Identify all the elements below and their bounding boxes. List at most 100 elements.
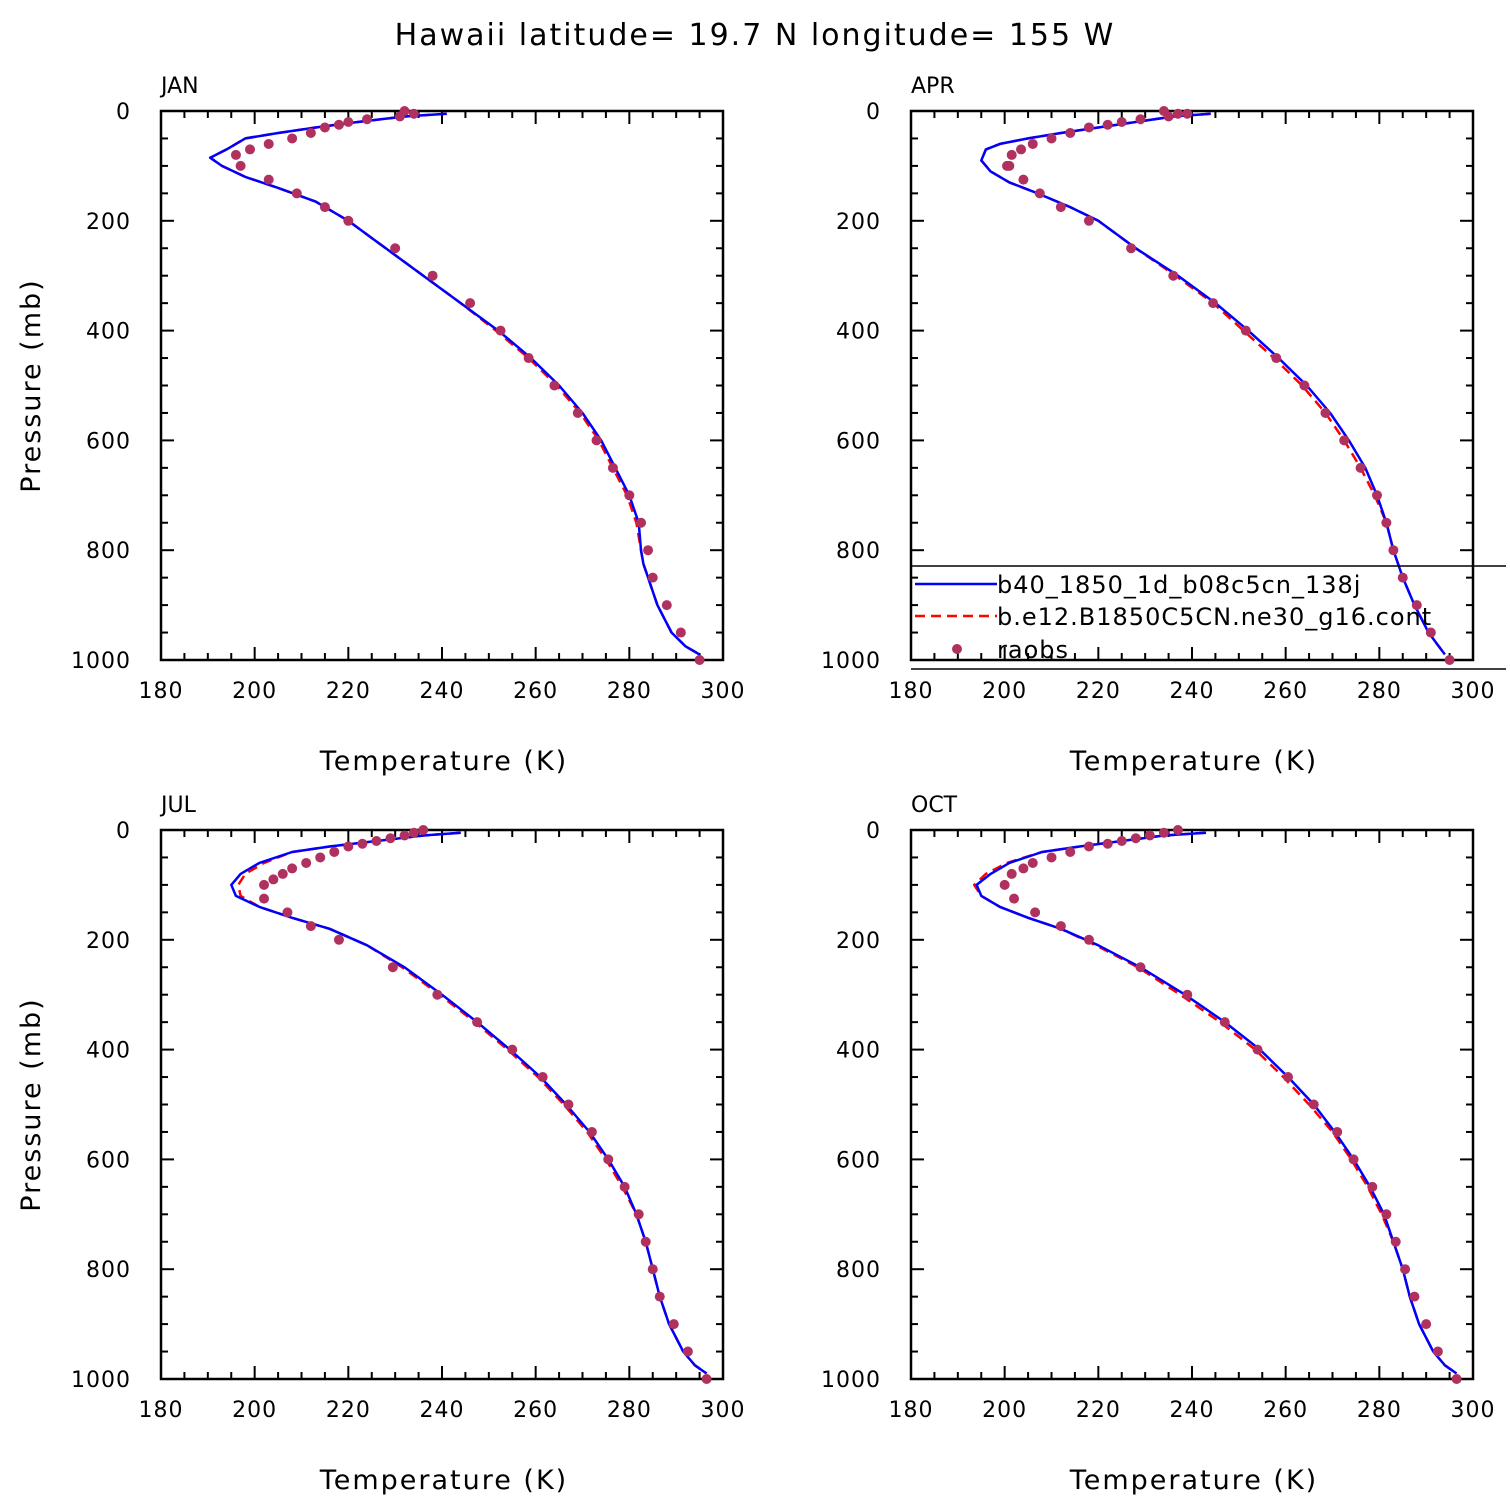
raobs-point	[1135, 962, 1146, 973]
panel-jan: 180 200 220 240 260 280 300 0 200 400 600 800 1000 JA…	[16, 74, 745, 777]
x-tick-label: 180	[889, 679, 934, 704]
raobs-point	[1144, 830, 1155, 841]
y-tick-label: 800	[836, 539, 881, 564]
x-tick-label: 300	[701, 1398, 746, 1423]
raobs-point	[1381, 517, 1392, 528]
x-tick-label: 180	[889, 1398, 934, 1423]
raobs-point	[1299, 380, 1310, 391]
raobs-point	[1018, 863, 1029, 874]
raobs-point	[636, 517, 647, 528]
y-tick-label: 200	[836, 210, 881, 235]
raobs-point	[1158, 827, 1169, 838]
raobs-point	[1034, 188, 1045, 199]
raobs-point	[1355, 462, 1366, 473]
raobs-point	[1308, 1099, 1319, 1110]
raobs-point	[591, 435, 602, 446]
raobs-point	[263, 138, 274, 149]
raobs-point	[643, 545, 654, 556]
raobs-point	[1018, 174, 1029, 185]
plot-frame	[159, 109, 725, 662]
legend-dot-marker	[952, 644, 962, 654]
raobs-point	[315, 852, 326, 863]
x-tick-label: 180	[139, 1398, 184, 1423]
raobs-point	[1444, 655, 1455, 665]
series-line-dashed	[972, 831, 1458, 1375]
x-tick-label: 200	[982, 679, 1027, 704]
x-tick-label: 200	[982, 1398, 1027, 1423]
raobs-point	[1135, 114, 1146, 125]
raobs-point	[387, 962, 398, 973]
raobs-point	[472, 1017, 483, 1028]
raobs-point	[1065, 846, 1076, 857]
raobs-point	[694, 655, 705, 665]
raobs-point	[1388, 545, 1399, 556]
panel-oct: 180 200 220 240 260 280 300 0 200 400 600 800 1000 OC…	[821, 793, 1495, 1496]
raobs-point	[619, 1181, 630, 1192]
raobs-point	[1348, 1154, 1359, 1165]
raobs-point	[633, 1209, 644, 1220]
raobs-point	[1168, 270, 1179, 281]
raobs-point	[624, 490, 635, 501]
raobs-point	[287, 133, 298, 144]
x-axis-label: Temperature (K)	[319, 746, 568, 777]
panel-apr: 180 200 220 240 260 280 300 0 200 400 600 800 1000 AP…	[821, 74, 1496, 777]
y-tick-label: 200	[836, 929, 881, 954]
raobs-point	[1182, 989, 1193, 1000]
x-tick-label: 200	[232, 1398, 277, 1423]
raobs-point	[343, 841, 354, 852]
raobs-point	[1130, 833, 1141, 844]
raobs-point	[1421, 1319, 1432, 1330]
raobs-point	[549, 380, 560, 391]
raobs-point	[399, 830, 410, 841]
raobs-point	[668, 1319, 679, 1330]
raobs-point	[1065, 127, 1076, 138]
y-tick-label: 1000	[821, 649, 881, 674]
raobs-point	[701, 1374, 712, 1384]
figure-title: Hawaii latitude= 19.7 N longitude= 155 W	[395, 18, 1116, 53]
raobs-point	[1116, 835, 1127, 846]
raobs-point	[1172, 108, 1183, 119]
raobs-point	[647, 1264, 658, 1275]
raobs-point	[1163, 111, 1174, 122]
raobs-point	[287, 863, 298, 874]
x-tick-label: 180	[139, 679, 184, 704]
raobs-point	[563, 1099, 574, 1110]
raobs-point	[647, 572, 658, 583]
raobs-point	[235, 160, 246, 171]
x-axis-label: Temperature (K)	[319, 1465, 568, 1496]
legend: b40_1850_1d_b08c5cn_138j b.e12.B1850C5CN.…	[911, 565, 1506, 670]
panel-label: APR	[911, 74, 955, 99]
y-tick-label: 0	[866, 819, 881, 844]
panels: 180 200 220 240 260 280 300 0 200 400 600 800 1000 JA…	[16, 74, 1496, 1496]
y-tick-label: 800	[836, 1258, 881, 1283]
series-line-dashed	[208, 112, 701, 656]
raobs-point	[675, 627, 686, 638]
y-tick-label: 1000	[71, 649, 131, 674]
y-tick-label: 600	[836, 429, 881, 454]
raobs-point	[523, 353, 534, 364]
raobs-point	[343, 215, 354, 226]
raobs-point	[282, 907, 293, 918]
y-tick-label: 200	[86, 929, 131, 954]
raobs-point	[1009, 893, 1020, 904]
plot-frame	[909, 828, 1475, 1381]
raobs-point	[357, 838, 368, 849]
raobs-point	[1219, 1017, 1230, 1028]
raobs-point	[333, 934, 344, 945]
raobs-point	[1027, 857, 1038, 868]
raobs-point	[230, 149, 241, 160]
raobs-point	[1046, 133, 1057, 144]
raobs-point	[661, 600, 672, 611]
raobs-point	[390, 243, 401, 254]
legend-label: b40_1850_1d_b08c5cn_138j	[997, 571, 1361, 599]
x-tick-label: 280	[607, 679, 652, 704]
raobs-point	[263, 174, 274, 185]
raobs-point	[507, 1044, 518, 1055]
x-tick-label: 300	[1451, 679, 1496, 704]
x-tick-label: 260	[513, 679, 558, 704]
raobs-point	[607, 462, 618, 473]
series-line-solid	[208, 112, 701, 656]
raobs-point	[1208, 298, 1219, 309]
raobs-point	[1432, 1346, 1443, 1357]
